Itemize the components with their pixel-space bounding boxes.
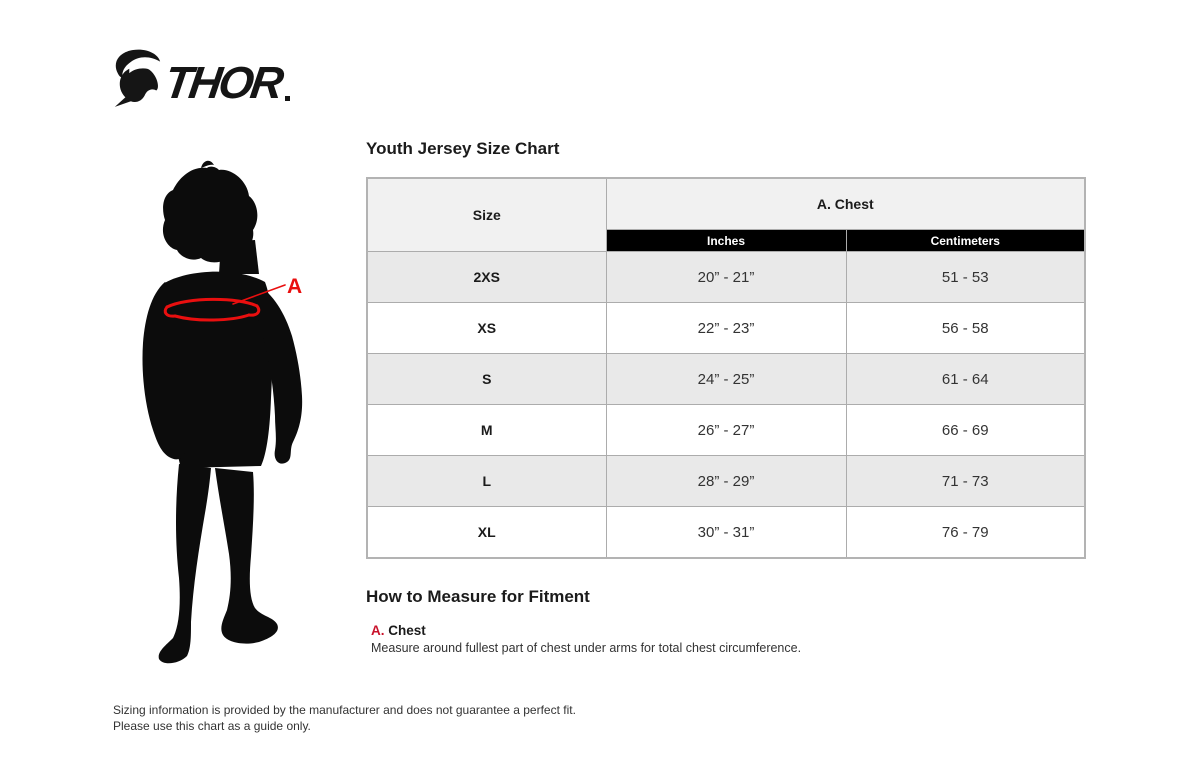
brand-logo: THOR bbox=[110, 48, 290, 108]
cell-size: S bbox=[366, 353, 607, 405]
table-row: L 28” - 29” 71 - 73 bbox=[366, 455, 1086, 507]
size-chart-table: Size A. Chest Inches Centimeters 2XS 20”… bbox=[366, 177, 1087, 559]
cell-centimeters: 56 - 58 bbox=[845, 302, 1086, 354]
size-chart-title: Youth Jersey Size Chart bbox=[366, 139, 560, 158]
table-header-row: Size A. Chest bbox=[366, 177, 1086, 252]
cell-inches: 28” - 29” bbox=[605, 455, 847, 507]
table-row: XL 30” - 31” 76 - 79 bbox=[366, 506, 1086, 559]
cell-centimeters: 76 - 79 bbox=[845, 506, 1086, 559]
cell-size: XL bbox=[366, 506, 607, 559]
measure-item-name: Chest bbox=[388, 623, 426, 638]
measurement-label-a: A bbox=[287, 275, 302, 298]
disclaimer-line-2: Please use this chart as a guide only. bbox=[113, 718, 311, 733]
cell-inches: 30” - 31” bbox=[605, 506, 847, 559]
logo-trademark-dot bbox=[284, 96, 290, 101]
table-row: XS 22” - 23” 56 - 58 bbox=[366, 302, 1086, 354]
disclaimer-line-1: Sizing information is provided by the ma… bbox=[113, 703, 576, 717]
measure-item-heading: A. Chest bbox=[371, 623, 801, 638]
cell-inches: 26” - 27” bbox=[605, 404, 847, 456]
size-table-body: 2XS 20” - 21” 51 - 53 XS 22” - 23” 56 - … bbox=[366, 251, 1086, 559]
table-row: M 26” - 27” 66 - 69 bbox=[366, 404, 1086, 456]
thor-ram-icon bbox=[114, 49, 161, 107]
cell-centimeters: 51 - 53 bbox=[845, 251, 1086, 303]
cell-size: XS bbox=[366, 302, 607, 354]
column-header-size: Size bbox=[366, 177, 607, 252]
measure-item-prefix: A. bbox=[371, 623, 385, 638]
column-group-header-chest: A. Chest bbox=[605, 177, 1086, 230]
column-header-centimeters: Centimeters bbox=[845, 229, 1086, 252]
cell-inches: 22” - 23” bbox=[605, 302, 847, 354]
cell-inches: 24” - 25” bbox=[605, 353, 847, 405]
cell-centimeters: 66 - 69 bbox=[845, 404, 1086, 456]
child-silhouette: A bbox=[142, 160, 302, 664]
cell-size: 2XS bbox=[366, 251, 607, 303]
brand-logo-text: THOR bbox=[161, 57, 285, 108]
measure-item-description: Measure around fullest part of chest und… bbox=[371, 641, 802, 655]
table-row: S 24” - 25” 61 - 64 bbox=[366, 353, 1086, 405]
disclaimer: Sizing information is provided by the ma… bbox=[113, 703, 576, 734]
cell-centimeters: 61 - 64 bbox=[845, 353, 1086, 405]
measure-item-chest: A. Chest Measure around fullest part of … bbox=[371, 623, 801, 655]
cell-inches: 20” - 21” bbox=[605, 251, 847, 303]
chest-measurement-line bbox=[163, 284, 286, 322]
measurement-pointer-line bbox=[232, 284, 286, 305]
cell-centimeters: 71 - 73 bbox=[845, 455, 1086, 507]
table-row: 2XS 20” - 21” 51 - 53 bbox=[366, 251, 1086, 303]
cell-size: M bbox=[366, 404, 607, 456]
cell-size: L bbox=[366, 455, 607, 507]
column-header-inches: Inches bbox=[605, 229, 847, 252]
measure-section-title: How to Measure for Fitment bbox=[366, 587, 590, 606]
